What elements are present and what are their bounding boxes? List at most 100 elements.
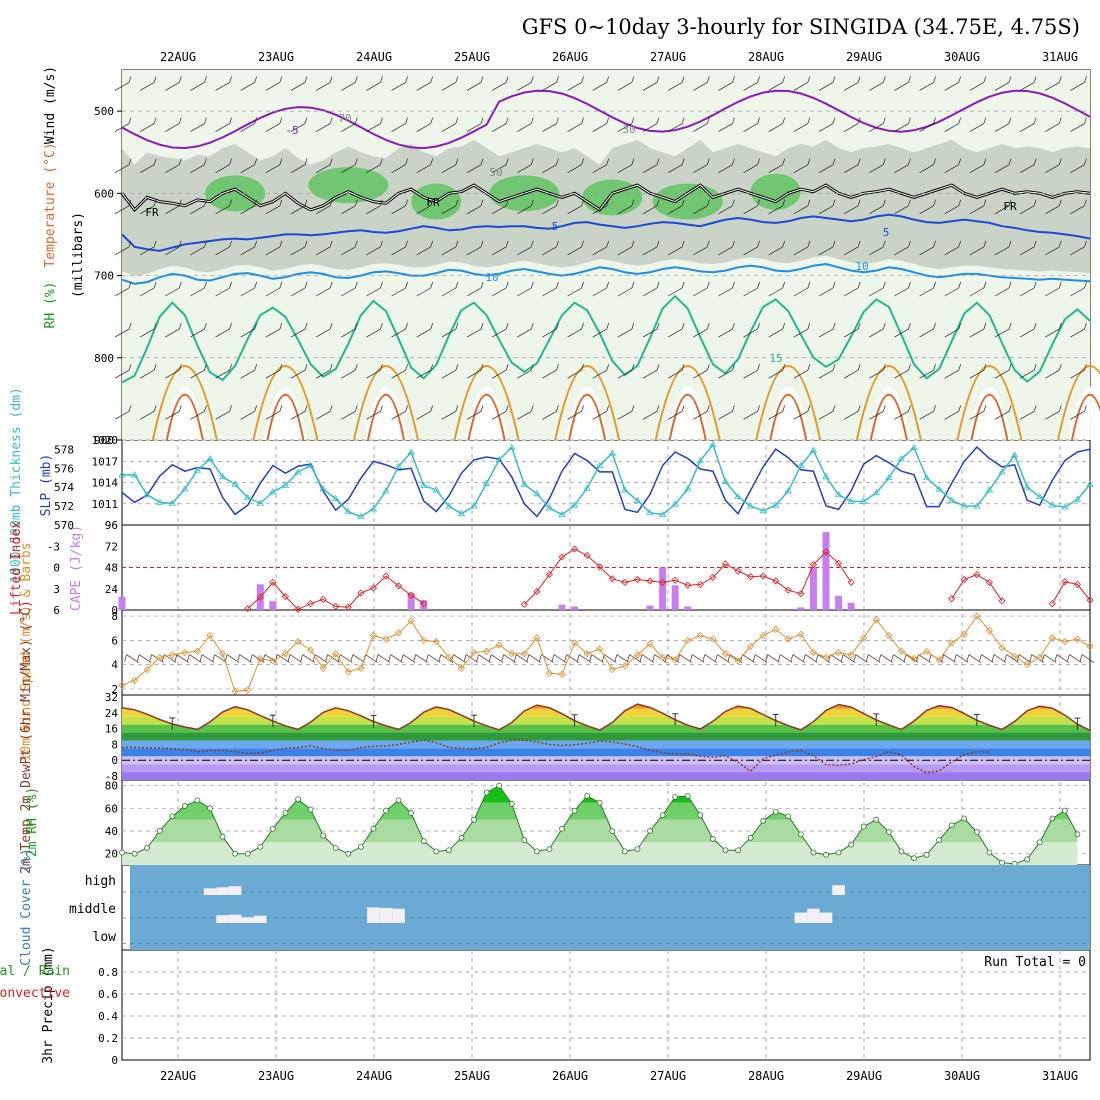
lifted-index-point	[985, 578, 993, 586]
temp-band	[122, 708, 1090, 717]
contour-label: 70	[338, 112, 351, 125]
wind-speed-point	[143, 665, 151, 674]
wind-barb-feather	[631, 405, 635, 412]
thickness-tick-label: 572	[54, 500, 74, 513]
wind-barb-10m	[880, 654, 894, 663]
wind-barb	[592, 328, 607, 338]
wind-barb	[1045, 205, 1060, 215]
wind-barb	[843, 164, 859, 173]
wind-barb-10m	[252, 654, 265, 663]
wind-speed-point	[470, 648, 478, 657]
wind-barb-feather	[380, 199, 383, 206]
wind-barb-feather	[556, 323, 559, 330]
wind-barb-feather	[732, 281, 735, 289]
rh-point	[144, 845, 151, 851]
wind-barb-feather	[254, 364, 258, 371]
wind-barb-feather	[1008, 199, 1012, 206]
cloud-cell-middle	[807, 908, 820, 923]
wind-barb	[592, 246, 607, 256]
wind-barb-10m	[893, 654, 906, 663]
wind-barb	[290, 411, 306, 420]
wind-barb-10m-feather	[966, 654, 970, 662]
wind-barb-feather	[908, 364, 911, 371]
cape-bar	[407, 593, 415, 610]
wind-barb-feather	[279, 240, 283, 247]
wind-barb	[894, 246, 909, 256]
rh-tick-label: 60	[105, 802, 118, 815]
slp-tick-label: 1014	[92, 477, 119, 490]
wind-barb-feather	[1058, 199, 1062, 206]
thickness-point	[269, 488, 277, 495]
isotherm-15	[121, 294, 1091, 384]
wind-barb	[642, 82, 658, 91]
temp-bands	[122, 704, 1090, 780]
wind-barb-10m	[830, 654, 843, 663]
cape-bar	[269, 601, 277, 610]
lifted-index-point	[395, 582, 403, 590]
thickness-point	[885, 474, 893, 481]
date-label-bottom: 24AUG	[356, 1069, 392, 1083]
rh-point	[1074, 831, 1081, 838]
wind-barb-feather	[706, 323, 710, 330]
wind-speed-point	[822, 653, 830, 661]
wind-barb-10m	[126, 654, 139, 663]
wind-barb-feather	[329, 240, 333, 247]
wind-barb-feather	[1084, 158, 1087, 165]
wind-speed-point	[520, 650, 528, 658]
wind-barb	[416, 246, 431, 256]
wind-barb	[843, 205, 859, 215]
thickness-point	[633, 496, 642, 503]
thickness-point	[772, 501, 780, 508]
wind-barb	[793, 328, 809, 338]
wind-barb	[265, 246, 281, 256]
wind-barb	[114, 82, 130, 91]
wind-barb	[793, 164, 809, 173]
contour-label: 10	[485, 271, 498, 284]
wind-barb-feather	[178, 323, 182, 330]
wind-barb-feather	[882, 323, 886, 330]
wind-barb	[1019, 369, 1035, 379]
wind-barb-feather	[430, 405, 434, 412]
wind-barb	[542, 411, 557, 420]
wind-barb	[240, 205, 255, 215]
cloud-background	[130, 865, 1090, 950]
wind-barb-feather	[882, 405, 886, 412]
wind-barb-10m-feather	[702, 654, 706, 662]
wind-barb-feather	[405, 364, 408, 371]
wind-barb	[667, 369, 683, 379]
wind-barb-feather	[857, 281, 861, 289]
date-label-top: 30AUG	[944, 50, 980, 64]
date-label-top: 24AUG	[356, 50, 392, 64]
wind-speed-point	[747, 642, 755, 650]
wind-barb-feather	[455, 323, 459, 330]
cape-bar	[646, 605, 654, 610]
wind-barb-feather	[656, 158, 660, 165]
rh-point	[898, 848, 905, 855]
wind-barb	[894, 287, 909, 297]
wind-barb-feather	[857, 158, 861, 165]
thickness-tick-label: 574	[54, 481, 74, 494]
wind-barb	[366, 411, 381, 420]
wind-barb-feather	[204, 405, 207, 412]
wind-barb-10m-feather	[413, 654, 417, 662]
thickness-point	[797, 461, 805, 468]
wind-barb	[667, 82, 683, 91]
wind-barb-feather	[480, 281, 484, 289]
wind-barb	[592, 164, 607, 173]
wind-barb-feather	[254, 323, 258, 330]
contour-label: 5	[552, 220, 559, 233]
wind-barb	[944, 123, 959, 132]
wind-barb	[341, 246, 356, 256]
wind-barb-feather	[1058, 158, 1062, 165]
wind-barb-10m	[138, 654, 152, 663]
wind-barb	[391, 82, 406, 91]
li-tick-label: 3	[53, 583, 60, 596]
wind-barb-10m-feather	[991, 654, 995, 662]
wind-barb-feather	[581, 76, 584, 83]
cape-tick-label: 48	[105, 562, 118, 575]
wind-speed-point	[633, 651, 641, 659]
thickness-point	[734, 492, 742, 500]
wind-speed-point	[872, 616, 880, 624]
wind-barb-10m-feather	[174, 654, 178, 662]
wind-barb	[969, 328, 985, 338]
